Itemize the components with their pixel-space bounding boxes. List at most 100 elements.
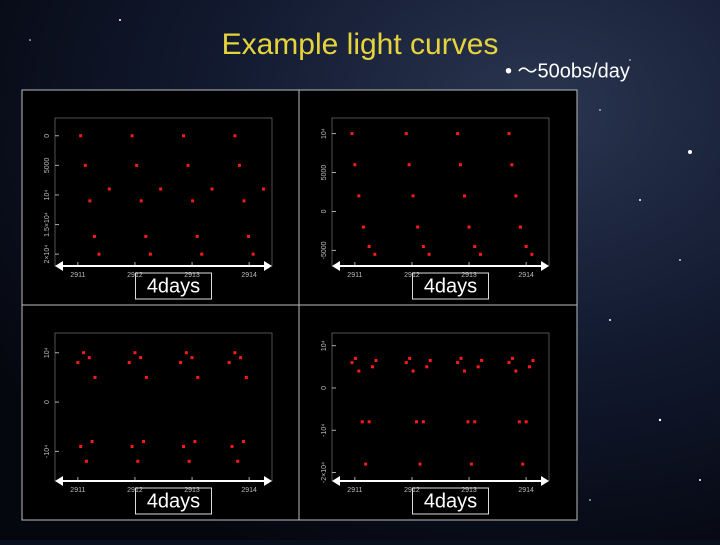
data-point (415, 420, 419, 424)
data-point (237, 163, 241, 167)
data-point (364, 462, 368, 466)
data-point (82, 351, 86, 355)
data-point (247, 234, 251, 238)
data-point (411, 369, 415, 373)
annotation: 4days (147, 275, 200, 297)
annotation-box (135, 272, 212, 300)
x-tick-label: 2913 (184, 272, 200, 279)
data-point (367, 245, 371, 249)
data-point (462, 194, 466, 198)
y-tick-label: -10⁴ (44, 445, 51, 458)
y-tick-label: 2×10⁴ (44, 245, 51, 264)
data-point (93, 375, 97, 379)
annotation-box (412, 272, 489, 300)
data-point (87, 356, 91, 360)
data-point (507, 361, 511, 365)
data-point (84, 459, 88, 463)
x-tick-label: 2913 (184, 487, 200, 494)
data-point (139, 356, 143, 360)
data-point (350, 361, 354, 365)
data-point (469, 462, 473, 466)
data-point (408, 356, 412, 360)
data-point (127, 361, 131, 365)
annotation: 4days (424, 490, 477, 512)
data-point (480, 358, 484, 362)
data-point (227, 361, 231, 365)
annotation: 4days (424, 275, 477, 297)
data-point (521, 462, 525, 466)
annotation-box (412, 487, 489, 515)
x-tick-label: 2914 (241, 487, 257, 494)
data-point (130, 134, 134, 138)
data-point (136, 459, 140, 463)
data-point (107, 187, 111, 191)
x-tick-label: 2912 (404, 487, 420, 494)
data-point (236, 459, 240, 463)
x-tick-label: 2911 (347, 487, 362, 494)
data-point (421, 245, 425, 249)
y-tick-label: 0 (321, 209, 328, 213)
data-point (418, 462, 422, 466)
data-point (251, 252, 255, 256)
data-point (458, 163, 462, 167)
data-point (466, 420, 470, 424)
data-point (97, 252, 101, 256)
data-point (367, 420, 371, 424)
data-point (242, 199, 246, 203)
y-tick-label: 5000 (44, 157, 51, 173)
data-point (528, 365, 532, 369)
data-point (196, 375, 200, 379)
x-tick-label: 2911 (347, 272, 362, 279)
data-point (230, 444, 234, 448)
data-point (357, 194, 361, 198)
x-tick-label: 2914 (241, 272, 257, 279)
data-point (200, 252, 204, 256)
data-point (187, 459, 191, 463)
y-tick-label: 1.5×10⁴ (44, 212, 51, 237)
data-point (428, 358, 432, 362)
data-point (92, 234, 96, 238)
data-point (133, 351, 137, 355)
annotation-box (135, 487, 212, 515)
data-point (421, 420, 425, 424)
y-tick-label: 0 (44, 134, 51, 138)
data-point (76, 361, 80, 365)
data-point (88, 199, 92, 203)
data-point (142, 440, 146, 444)
data-point (404, 132, 408, 136)
data-point (360, 420, 364, 424)
x-tick-label: 2914 (518, 487, 534, 494)
data-point (79, 444, 83, 448)
data-point (135, 163, 139, 167)
data-point (456, 132, 460, 136)
y-tick-label: -10⁴ (321, 424, 328, 437)
data-point (186, 163, 190, 167)
data-point (462, 369, 466, 373)
data-point (181, 444, 185, 448)
data-point (510, 356, 514, 360)
data-point (507, 132, 511, 136)
data-point (473, 245, 477, 249)
data-point (233, 351, 237, 355)
x-tick-label: 2913 (461, 487, 477, 494)
data-point (90, 440, 94, 444)
data-point (416, 225, 420, 229)
data-point (361, 225, 365, 229)
title: Example light curves (222, 28, 499, 61)
data-point (517, 420, 521, 424)
data-point (210, 187, 214, 191)
y-tick-label: 10⁴ (321, 128, 328, 139)
y-tick-label: -5000 (321, 241, 328, 259)
data-point (514, 369, 518, 373)
data-point (530, 252, 534, 256)
data-point (514, 194, 518, 198)
data-point (425, 365, 429, 369)
data-point (159, 187, 163, 191)
data-point (139, 199, 143, 203)
data-point (473, 420, 477, 424)
data-point (79, 134, 83, 138)
data-point (195, 234, 199, 238)
data-point (407, 163, 411, 167)
